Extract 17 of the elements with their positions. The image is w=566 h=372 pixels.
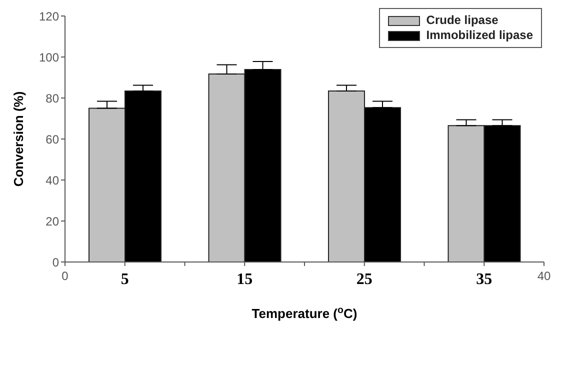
legend-label: Immobilized lipase <box>426 28 533 43</box>
y-tick-label: 120 <box>38 9 60 24</box>
x-tick-label: 15 <box>236 271 253 288</box>
x-axis-title: Temperature ($^{o}$C) <box>252 304 358 321</box>
y-tick-label: 0 <box>52 255 60 270</box>
x-tick-label: 5 <box>120 271 129 288</box>
x-tick-label: 40 <box>537 269 551 283</box>
y-tick-label: 100 <box>38 50 60 64</box>
y-tick-label: 40 <box>46 173 60 188</box>
legend-label: Crude lipase <box>426 13 498 28</box>
y-tick-label: 80 <box>46 91 60 106</box>
y-axis-title: Conversion (%) <box>10 91 26 187</box>
y-tick-label: 20 <box>46 214 60 228</box>
x-tick-label: 25 <box>356 271 372 288</box>
y-tick-label: 60 <box>46 132 60 146</box>
x-tick-label: 0 <box>62 269 69 283</box>
x-tick-label: 35 <box>476 271 492 288</box>
